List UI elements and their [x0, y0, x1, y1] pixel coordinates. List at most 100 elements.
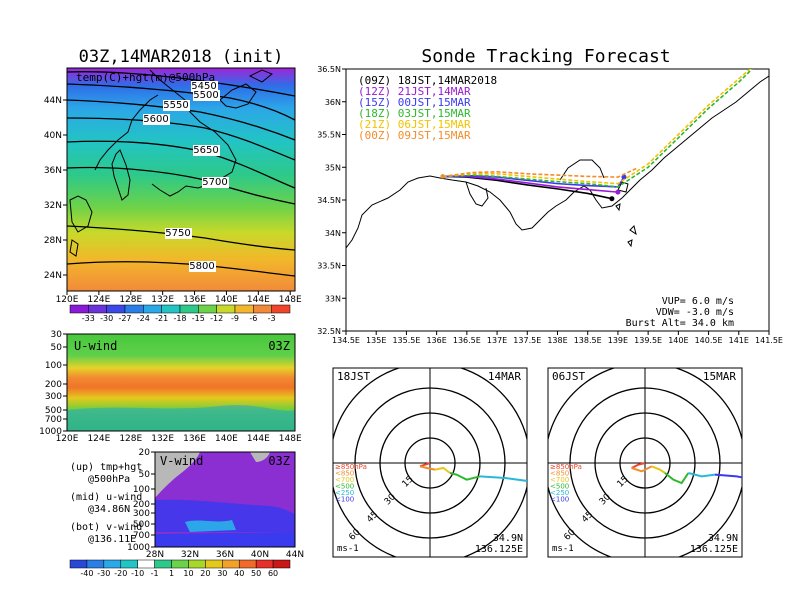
wind-colorbar-tick: -40: [80, 569, 93, 578]
uwind-p-tick-label: 1000: [39, 427, 62, 437]
track-lon-tick-label: 134.5E: [332, 336, 360, 345]
wind-colorbar-tick: 10: [183, 569, 193, 578]
wind-colorbar-tick: 60: [268, 569, 278, 578]
right-title: Sonde Tracking Forecast: [421, 46, 670, 67]
uwind-lon-ticks: 120E 124E 128E 132E 136E 140E 144E 148E: [56, 434, 302, 444]
vwind-p-tick-label: 200: [133, 500, 150, 510]
polar-series-line: [714, 473, 742, 479]
contour-label: 5500: [193, 90, 218, 101]
track-lon-tick-label: 139E: [608, 336, 628, 345]
temp-colorbar-cell: [161, 304, 181, 314]
temp-colorbar-tick: -24: [137, 314, 150, 323]
vwind-time: 03Z: [268, 454, 290, 468]
wind-colorbar-tick: 20: [200, 569, 210, 578]
wind-colorbar-tick: 50: [251, 569, 261, 578]
wind-colorbar-cell: [222, 559, 240, 569]
track-lon-tick-label: 136E: [426, 336, 446, 345]
temp-colorbar-cell: [143, 304, 162, 314]
polar-unit: ms-1: [552, 544, 574, 554]
polar-series-line: [449, 472, 481, 481]
track-lon-tick-label: 140E: [668, 336, 688, 345]
polar-series-line: [631, 465, 653, 473]
map-lon-tick-label: 128E: [119, 295, 142, 305]
track-legend-entry: (18Z) 03JST,15MAR: [358, 107, 471, 120]
track-lon-tick-label: 137E: [487, 336, 507, 345]
contour-label: 5450: [191, 81, 216, 92]
wind-colorbar-tick: -30: [97, 569, 110, 578]
note-bot-2: @136.11E: [88, 534, 136, 545]
vwind-p-tick-label: 700: [133, 531, 150, 541]
vwind-label: V-wind: [160, 454, 203, 468]
burst-text: Burst Alt= 34.0 km: [626, 318, 734, 329]
track-lines: [440, 69, 754, 202]
track-lat-tick-label: 35.5N: [317, 131, 341, 140]
polar-level-label: <700: [335, 476, 354, 484]
polar-unit: ms-1: [337, 544, 359, 554]
polar-date: 15MAR: [703, 370, 736, 383]
track-lon-tick-label: 138.5E: [574, 336, 602, 345]
track-legend-entry: (00Z) 09JST,15MAR: [358, 129, 471, 142]
polar-series-line: [664, 472, 690, 485]
contour-label-bg: [165, 228, 192, 239]
note-mid-2: @34.86N: [88, 504, 130, 515]
track-lon-tick-label: 135E: [366, 336, 386, 345]
temp-colorbar-ticks: -33 -30 -27 -24 -21 -18 -15 -12 -9 -6 -3: [82, 314, 276, 323]
track-info: VUP= 6.0 m/s VDW= -3.0 m/s Burst Alt= 34…: [626, 296, 734, 329]
temp-colorbar-cell: [106, 304, 126, 314]
polar-level-label: ≥850hPa: [335, 463, 367, 471]
temp-colorbar-tick: -9: [231, 314, 239, 323]
track-series-line: [442, 69, 752, 185]
map-lon-ticks: 120E 124E 128E 132E 136E 140E 144E 148E: [56, 291, 302, 305]
track-legend-entry: (12Z) 21JST,14MAR: [358, 85, 471, 98]
uwind-p-tick-label: 300: [45, 392, 62, 402]
polar-level-label: <250: [335, 489, 354, 497]
map-lat-tick-label: 28N: [44, 236, 62, 246]
track-lon-tick-label: 137.5E: [513, 336, 541, 345]
track-legend: (09Z) 18JST,14MAR2018(12Z) 21JST,14MAR(1…: [358, 74, 497, 142]
map-lon-tick-label: 148E: [279, 295, 302, 305]
temp-colorbar-tick: -27: [118, 314, 131, 323]
polar-series-line: [419, 465, 436, 471]
uwind-lon-tick-label: 144E: [247, 434, 270, 444]
track-lon-tick-label: 136.5E: [453, 336, 481, 345]
uwind-p-tick-label: 50: [51, 343, 63, 353]
temp-colorbar-cell: [88, 304, 107, 314]
wind-colorbar-cell: [120, 559, 138, 569]
contour-label-bg: [193, 90, 220, 101]
contour-label-bg: [191, 81, 218, 92]
contour-label: 5700: [202, 177, 227, 188]
contour-label: 5650: [193, 145, 218, 156]
note-mid-1: (mid) u-wind: [70, 492, 142, 503]
polar-time: 18JST: [337, 370, 370, 383]
uwind-lon-tick-label: 120E: [56, 434, 79, 444]
polar-series-line: [479, 475, 527, 482]
vwind-p-tick-label: 100: [133, 485, 150, 495]
contour-label: 5750: [165, 228, 190, 239]
contour-label: 5550: [163, 100, 188, 111]
track-lat-tick-label: 35N: [325, 163, 341, 172]
polar-level-label: <700: [550, 476, 569, 484]
wind-colorbar-tick: -1: [151, 569, 159, 578]
track-lon-tick-label: 141E: [729, 336, 749, 345]
wind-colorbar-ticks: -40 -30 -20 -10 -1 1 10 20 30 40 50 60: [80, 569, 278, 578]
vwind-lat-ticks: 28N 32N 36N 40N 44N: [146, 550, 304, 560]
track-lat-tick-label: 36N: [325, 98, 341, 107]
track-lon-tick-label: 139.5E: [634, 336, 662, 345]
vup-text: VUP= 6.0 m/s: [662, 296, 734, 307]
polar-level-label: <100: [335, 496, 354, 504]
polar-level-label: ≥850hPa: [550, 463, 582, 471]
track-lon-tick-label: 135.5E: [392, 336, 420, 345]
note-up-1: (up) tmp+hgt: [70, 462, 142, 473]
wind-colorbar-tick: -20: [114, 569, 127, 578]
temp-colorbar-cell: [271, 304, 291, 314]
track-series-line: [442, 167, 637, 178]
temp-colorbar-cell: [124, 304, 144, 314]
temp-colorbar-cell: [234, 304, 254, 314]
map-lon-tick-label: 120E: [56, 295, 79, 305]
temp-colorbar-tick: -6: [249, 314, 257, 323]
track-lat-tick-label: 33N: [325, 294, 341, 303]
temp-colorbar-cell: [253, 304, 272, 314]
temp-colorbar-tick: -15: [192, 314, 205, 323]
